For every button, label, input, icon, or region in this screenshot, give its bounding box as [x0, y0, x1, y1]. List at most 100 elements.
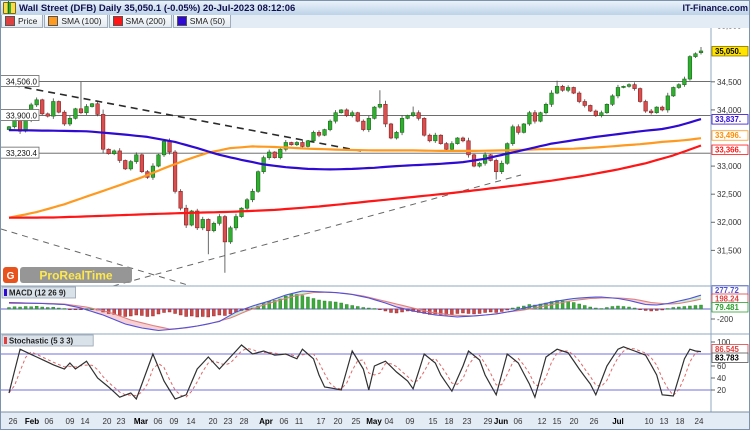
macd-label[interactable]: MACD (12 26 9) — [1, 286, 76, 299]
title-bar: Wall Street (DFB) Daily 35,050.1 (-0.05%… — [1, 1, 749, 16]
legend-item-label: Price — [18, 16, 38, 26]
day-label: 13 — [660, 417, 669, 426]
window-title: Wall Street (DFB) Daily 35,050.1 (-0.05%… — [19, 2, 296, 14]
prorealtime-label: ProRealTime — [39, 269, 112, 283]
candlestick-chart-icon — [3, 1, 16, 14]
day-label: 06 — [280, 417, 289, 426]
macd-panel — [1, 290, 711, 332]
month-label: Apr — [259, 417, 273, 426]
stochastic-d-line — [8, 347, 702, 398]
day-label: 20 — [209, 417, 218, 426]
legend-item-label: SMA (200) — [125, 16, 166, 26]
svg-text:32,500: 32,500 — [717, 190, 742, 199]
sma50-line — [8, 118, 702, 171]
legend-item-price[interactable]: Price — [1, 15, 44, 28]
day-label: 29 — [484, 417, 493, 426]
day-label: 06 — [45, 417, 54, 426]
ig-logo-icon — [3, 267, 18, 283]
day-label: 26 — [590, 417, 599, 426]
legend-item-label: SMA (50) — [189, 16, 226, 26]
svg-text:277.72: 277.72 — [715, 286, 740, 295]
day-label: 11 — [295, 417, 304, 426]
svg-text:198.24: 198.24 — [715, 295, 740, 304]
sma100-line — [8, 137, 702, 219]
svg-text:86.545: 86.545 — [715, 345, 740, 354]
stochastic-panel — [1, 344, 711, 401]
legend-item-sma50[interactable]: SMA (50) — [172, 15, 232, 28]
day-label: 17 — [317, 417, 326, 426]
price-panel — [1, 47, 711, 286]
day-label: 18 — [445, 417, 454, 426]
svg-text:33,000: 33,000 — [717, 162, 742, 171]
svg-text:33,230.4: 33,230.4 — [6, 149, 38, 158]
day-label: 25 — [352, 417, 361, 426]
day-label: 04 — [385, 417, 394, 426]
day-label: 15 — [429, 417, 438, 426]
svg-text:33,496.: 33,496. — [715, 131, 741, 140]
right-axis: 35,50034,50034,00033,00032,50032,00031,5… — [710, 22, 749, 412]
svg-text:33,900.0: 33,900.0 — [6, 112, 38, 121]
day-label: 18 — [676, 417, 685, 426]
day-label: 15 — [553, 417, 562, 426]
svg-text:35,050.: 35,050. — [715, 47, 741, 56]
sma100-swatch-icon — [48, 16, 59, 26]
hline-labels: 34,506.0 33,900.0 33,230.4 — [1, 75, 40, 159]
svg-text:60: 60 — [717, 362, 726, 371]
day-label: 26 — [9, 417, 18, 426]
macd-line — [8, 290, 702, 332]
stochastic-k-line — [8, 344, 702, 401]
sma100-value-badge — [711, 130, 749, 141]
day-label: 06 — [514, 417, 523, 426]
svg-text:83.783: 83.783 — [715, 354, 740, 363]
day-label: 14 — [187, 417, 196, 426]
day-label: 09 — [170, 417, 179, 426]
svg-text:Stochastic (5 3 3): Stochastic (5 3 3) — [9, 337, 74, 346]
price-swatch-icon — [5, 16, 15, 26]
x-axis: 26 Feb 06 09 14 20 23 Mar 06 09 14 20 23 28 Apr 06 11 17 2… — [9, 417, 704, 426]
day-label: 23 — [117, 417, 126, 426]
stochastic-label[interactable]: Stochastic (5 3 3) — [1, 334, 94, 347]
month-label: Jul — [612, 417, 624, 426]
sma200-line — [9, 144, 702, 219]
macd-hist-value-badge — [711, 302, 749, 313]
day-label: 20 — [334, 417, 343, 426]
sma200-value-badge — [711, 144, 749, 155]
legend-item-sma200[interactable]: SMA (200) — [108, 15, 172, 28]
svg-text:31,500: 31,500 — [717, 246, 742, 255]
sma200-swatch-icon — [112, 16, 123, 26]
day-label: 28 — [240, 417, 249, 426]
day-label: 20 — [570, 417, 579, 426]
svg-text:34,500: 34,500 — [717, 78, 742, 87]
month-label: Mar — [134, 417, 148, 426]
stochastic-k-value-badge — [711, 352, 749, 363]
it-finance-brand-link[interactable]: IT-Finance.com — [682, 3, 748, 13]
svg-text:20: 20 — [717, 386, 726, 395]
sma50-swatch-icon — [176, 16, 187, 26]
day-label: 24 — [695, 417, 704, 426]
day-label: 14 — [81, 417, 90, 426]
svg-text:79.481: 79.481 — [715, 303, 740, 312]
prorealtime-watermark[interactable]: G ProRealTime — [3, 267, 132, 283]
svg-text:100: 100 — [717, 338, 731, 347]
day-label: 06 — [154, 417, 163, 426]
day-label: 09 — [406, 417, 415, 426]
day-label: 09 — [66, 417, 75, 426]
indicator-swatch-icon — [4, 337, 7, 344]
legend-item-label: SMA (100) — [61, 16, 102, 26]
day-label: 20 — [103, 417, 112, 426]
sma50-value-badge — [711, 114, 749, 125]
svg-text:40: 40 — [717, 374, 726, 383]
month-label: Feb — [25, 417, 39, 426]
svg-text:34,000: 34,000 — [717, 106, 742, 115]
legend-item-sma100[interactable]: SMA (100) — [44, 15, 108, 28]
legend-bar: Price SMA (100) SMA (200) SMA (50) — [1, 15, 749, 28]
last-price-badge — [711, 46, 749, 57]
svg-text:33,366.: 33,366. — [715, 146, 741, 155]
svg-text:33,837.: 33,837. — [715, 115, 741, 124]
month-label: May — [366, 417, 382, 426]
day-label: 10 — [645, 417, 654, 426]
month-label: Jun — [494, 417, 508, 426]
svg-text:MACD (12 26 9): MACD (12 26 9) — [9, 289, 66, 298]
